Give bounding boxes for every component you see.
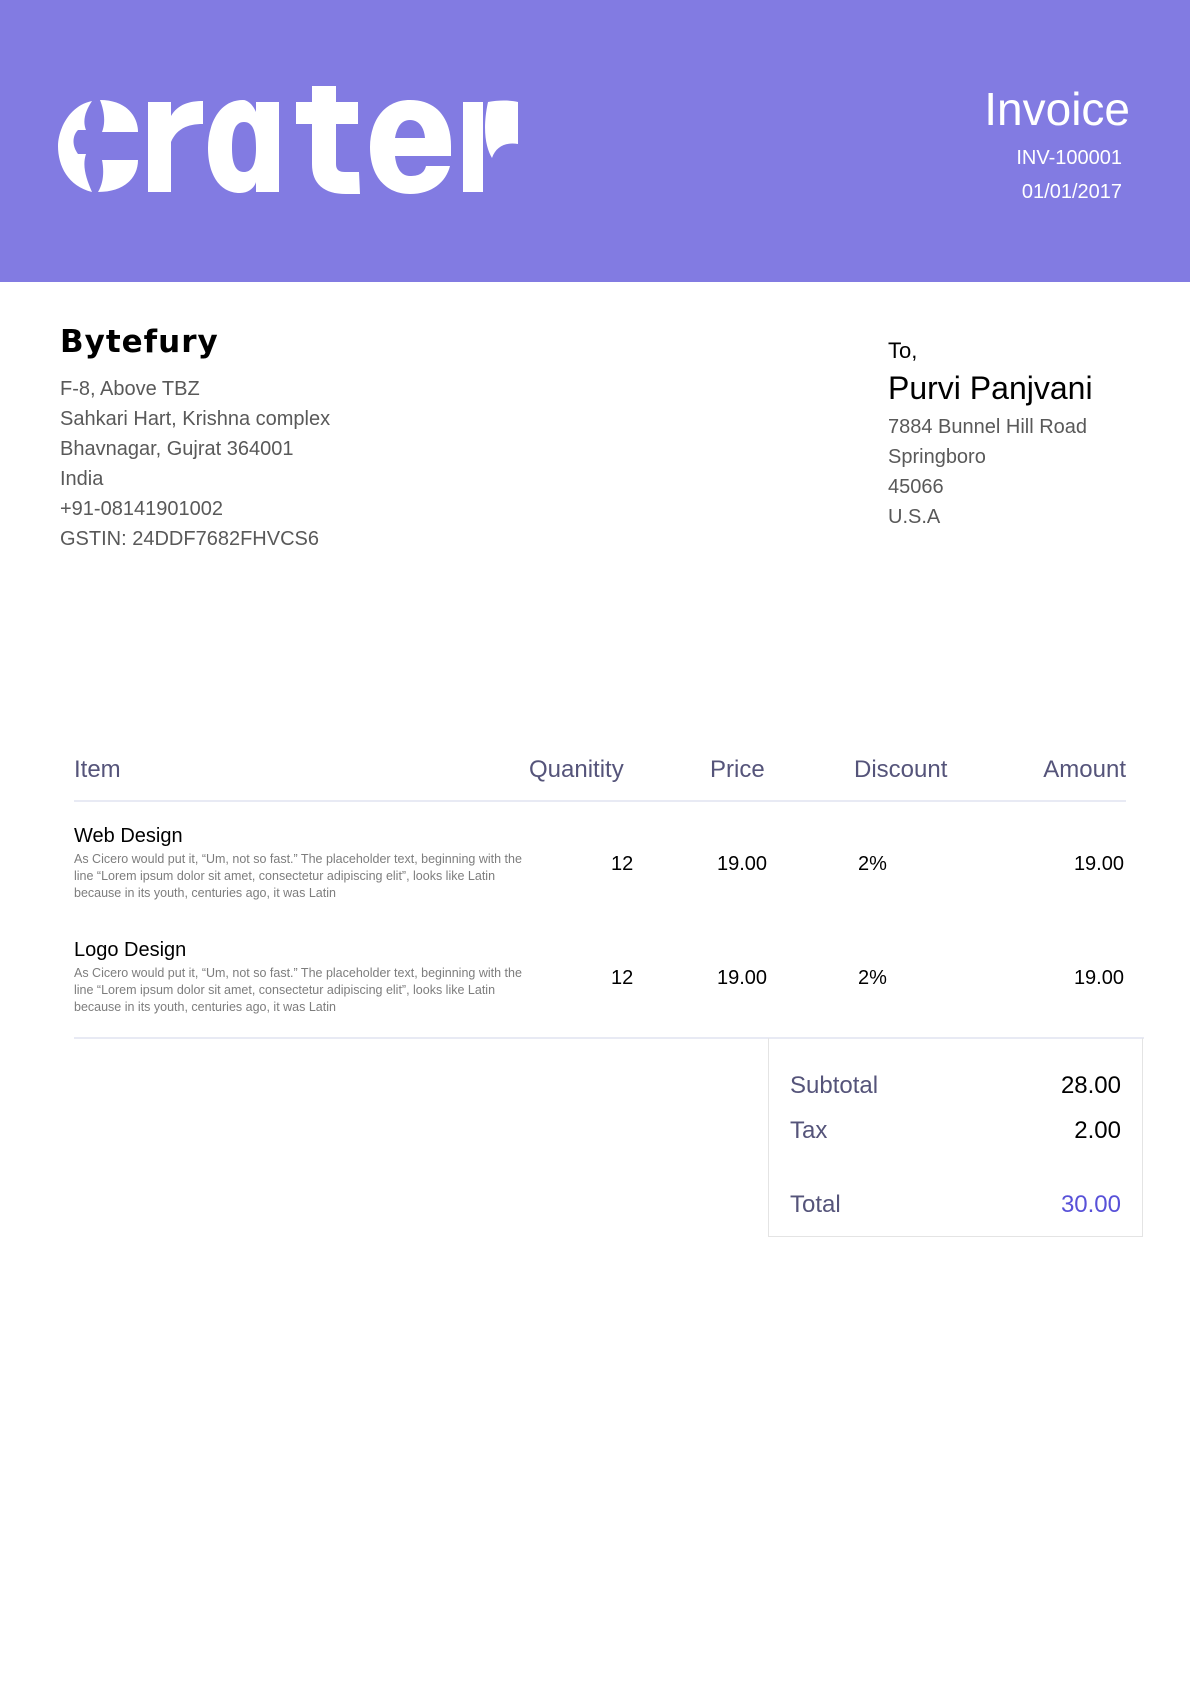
item-name: Web Design	[74, 825, 183, 847]
company-phone: +91-08141901002	[60, 498, 223, 520]
tax-label: Tax	[790, 1117, 828, 1144]
item-price: 19.00	[717, 853, 768, 875]
company-address-line: F-8, Above TBZ	[60, 378, 200, 400]
item-quantity: 12	[611, 967, 634, 989]
total-value: 30.00	[1060, 1191, 1121, 1218]
crater-logo	[58, 86, 518, 194]
column-header-quantity: Quanitity	[529, 756, 624, 783]
column-header-price: Price	[710, 756, 765, 783]
subtotal-label: Subtotal	[790, 1072, 879, 1099]
to-label: To,	[888, 338, 918, 363]
column-header-discount: Discount	[854, 756, 948, 783]
total-label: Total	[790, 1191, 841, 1218]
company-country: India	[60, 468, 104, 490]
totals-box	[768, 1038, 1143, 1237]
items-divider	[74, 1037, 1144, 1039]
subtotal-value: 28.00	[1060, 1072, 1121, 1099]
item-name: Logo Design	[74, 939, 187, 961]
billing-zip: 45066	[888, 476, 944, 498]
item-description: As Cicero would put it, “Um, not so fast…	[74, 966, 522, 1014]
tax-value: 2.00	[1074, 1117, 1121, 1144]
invoice-header: Invoice INV-100001 01/01/2017	[0, 0, 1190, 282]
billing-country: U.S.A	[888, 506, 941, 528]
item-quantity: 12	[611, 853, 634, 875]
column-header-item: Item	[74, 756, 121, 783]
item-discount: 2%	[858, 853, 887, 875]
company-gstin: GSTIN: 24DDF7682FHVCS6	[60, 528, 319, 550]
company-name: Bytefury	[60, 324, 219, 360]
invoice-number: INV-100001	[1016, 147, 1122, 169]
item-amount: 19.00	[1073, 853, 1124, 875]
invoice-title: Invoice	[984, 83, 1130, 135]
header-divider	[74, 800, 1126, 802]
billing-address-line: Springboro	[888, 446, 986, 468]
item-discount: 2%	[858, 967, 887, 989]
item-description: As Cicero would put it, “Um, not so fast…	[74, 852, 522, 900]
item-price: 19.00	[717, 967, 768, 989]
billing-address-line: 7884 Bunnel Hill Road	[888, 416, 1088, 438]
company-address-line: Bhavnagar, Gujrat 364001	[60, 438, 294, 460]
company-address-line: Sahkari Hart, Krishna complex	[60, 408, 331, 430]
invoice-date: 01/01/2017	[1021, 181, 1122, 203]
column-header-amount: Amount	[1043, 756, 1126, 783]
item-amount: 19.00	[1073, 967, 1124, 989]
billing-name: Purvi Panjvani	[888, 370, 1093, 406]
